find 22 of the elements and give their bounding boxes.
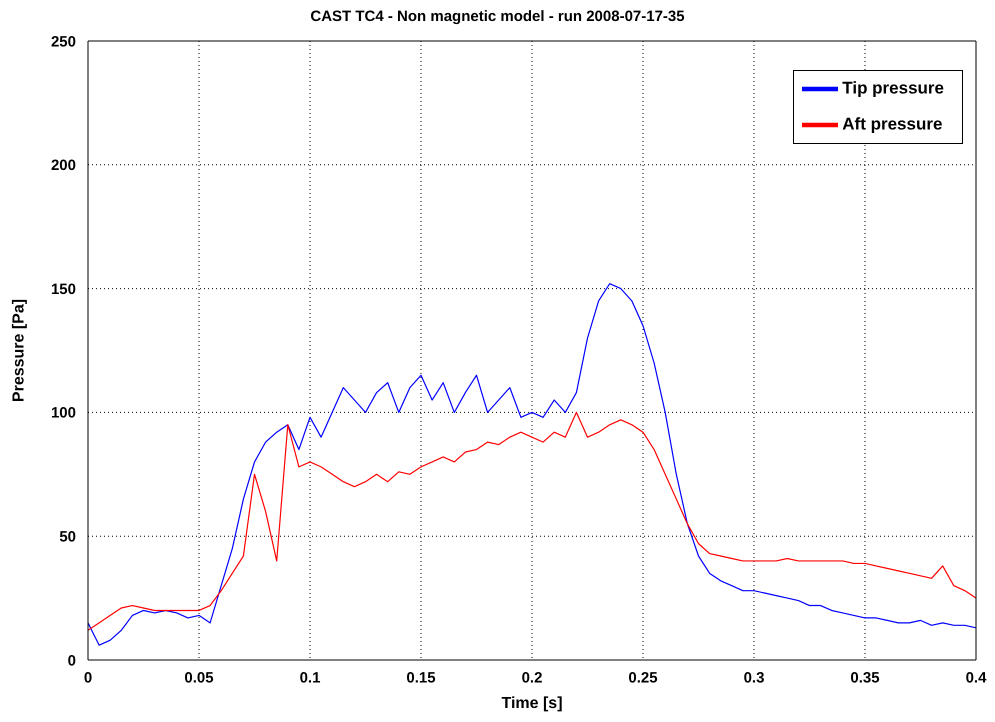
x-tick-label: 0.2 [522, 670, 542, 687]
chart-title: CAST TC4 - Non magnetic model - run 2008-07-17-35 [309, 8, 686, 27]
x-axis-title: Time [s] [501, 695, 563, 712]
x-tick-label: 0.35 [850, 670, 880, 687]
y-tick-label: 0 [68, 652, 76, 670]
y-tick-label: 200 [50, 157, 76, 174]
x-tick-label: 0 [84, 670, 92, 687]
legend-label: Aft pressure [842, 114, 942, 134]
x-tick-label: 0.4 [966, 670, 988, 687]
legend-label: Tip pressure [842, 78, 944, 98]
x-tick-label: 0.15 [406, 670, 436, 687]
y-tick-label: 50 [59, 528, 76, 546]
y-axis-title: Pressure [Pa] [10, 298, 28, 402]
x-tick-label: 0.25 [628, 670, 658, 687]
x-tick-label: 0.05 [184, 670, 214, 687]
x-tick-label: 0.1 [300, 670, 320, 687]
x-tick-label: 0.3 [744, 670, 764, 687]
line-series [88, 412, 976, 631]
y-tick-label: 100 [50, 404, 76, 422]
y-tick-label: 250 [50, 33, 76, 50]
y-tick-label: 150 [50, 280, 76, 298]
line-series [88, 283, 976, 646]
